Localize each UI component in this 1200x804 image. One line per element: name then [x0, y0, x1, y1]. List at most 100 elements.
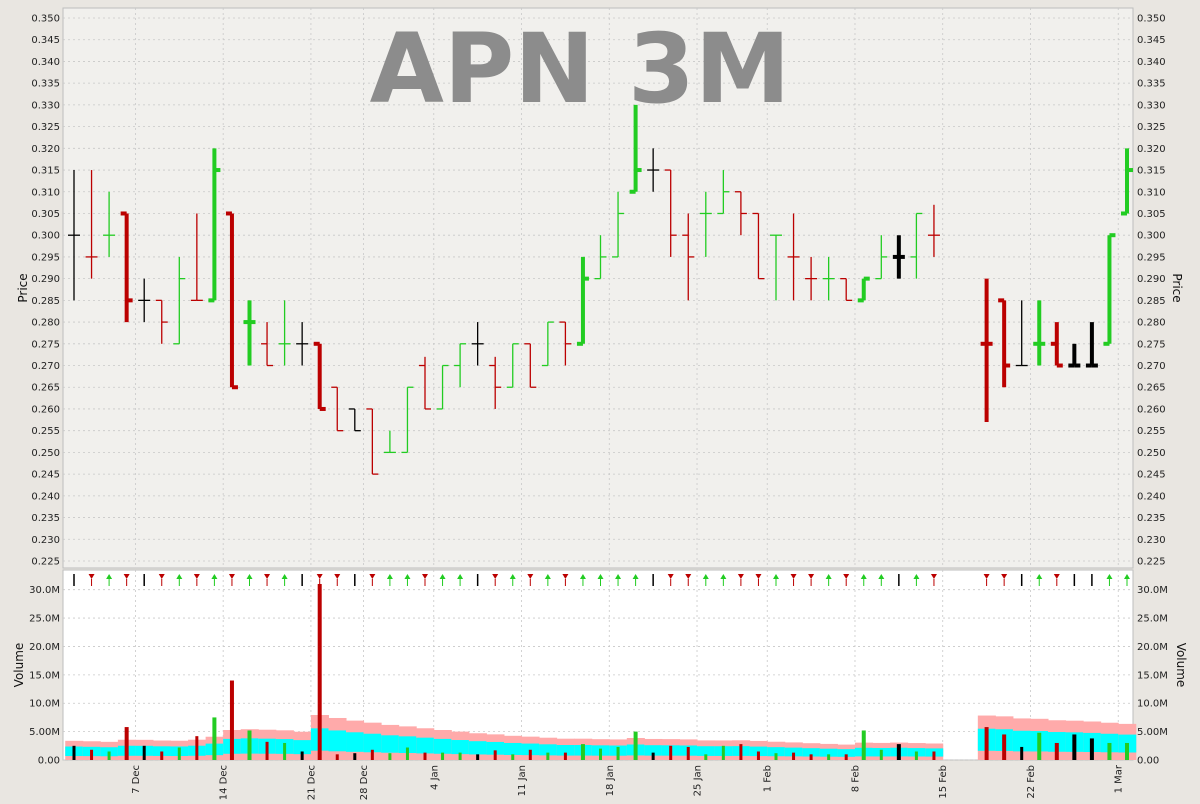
- price-tick-label-left: 0.330: [31, 100, 60, 111]
- signal-marker-down: [790, 574, 797, 579]
- price-tick-label-right: 0.320: [1137, 144, 1166, 155]
- volume-bar: [528, 749, 532, 760]
- volume-band-inner: [521, 743, 540, 756]
- signal-marker-up: [615, 574, 622, 579]
- volume-tick-label-right: 30.0M: [1137, 585, 1168, 596]
- price-tick-label-left: 0.255: [31, 426, 60, 437]
- signal-marker-down: [527, 574, 534, 579]
- signal-marker-up: [1106, 574, 1113, 579]
- signal-marker-down: [667, 574, 674, 579]
- volume-band-inner: [433, 738, 452, 754]
- volume-bar: [353, 753, 357, 760]
- volume-bar: [476, 754, 480, 760]
- price-tick-label-right: 0.250: [1137, 448, 1166, 459]
- price-tick-label-right: 0.325: [1137, 122, 1166, 133]
- signal-marker-down: [88, 574, 95, 579]
- volume-bar: [651, 752, 655, 760]
- signal-marker-up: [579, 574, 586, 579]
- volume-bar: [441, 752, 445, 760]
- price-tick-label-left: 0.305: [31, 209, 60, 220]
- price-tick-label-left: 0.275: [31, 339, 60, 350]
- volume-bar: [546, 752, 550, 760]
- volume-band-inner: [644, 745, 663, 756]
- signal-marker-down: [930, 574, 937, 579]
- volume-tick-label-left: 25.0M: [29, 614, 60, 625]
- signal-marker-up: [720, 574, 727, 579]
- signal-marker-up: [211, 574, 218, 579]
- signal-marker-down: [1001, 574, 1008, 579]
- volume-bar: [984, 727, 989, 760]
- volume-bar: [914, 751, 918, 760]
- volume-bar: [774, 753, 778, 760]
- volume-tick-label-left: 0.00: [38, 756, 60, 767]
- volume-bar: [616, 746, 620, 760]
- volume-bar: [1072, 734, 1077, 760]
- volume-bar: [265, 741, 269, 760]
- price-tick-label-left: 0.250: [31, 448, 60, 459]
- price-tick-label-left: 0.245: [31, 470, 60, 481]
- price-tick-label-right: 0.270: [1137, 361, 1166, 372]
- volume-tick-label-right: 5.00M: [1137, 727, 1168, 738]
- volume-tick-label-left: 5.00M: [29, 727, 60, 738]
- volume-bar: [896, 744, 901, 760]
- volume-bar: [177, 747, 181, 760]
- signal-marker-down: [422, 574, 428, 579]
- volume-bar: [704, 754, 708, 760]
- price-tick-label-left: 0.265: [31, 383, 60, 394]
- signal-marker-down: [755, 574, 762, 579]
- volume-bar: [1089, 738, 1094, 760]
- price-tick-label-right: 0.295: [1137, 252, 1166, 263]
- price-tick-label-right: 0.290: [1137, 274, 1166, 285]
- signal-marker-down: [492, 574, 499, 579]
- price-tick-label-right: 0.235: [1137, 513, 1166, 524]
- volume-band-inner: [539, 744, 558, 756]
- price-bars: [68, 104, 1133, 475]
- volume-bar: [1107, 742, 1112, 760]
- volume-bar: [739, 744, 743, 760]
- volume-bar: [1002, 734, 1007, 760]
- price-tick-label-right: 0.315: [1137, 166, 1166, 177]
- volume-bar: [247, 730, 252, 760]
- x-tick-label: 7 Dec: [131, 765, 142, 794]
- price-tick-label-left: 0.310: [31, 187, 60, 198]
- price-tick-label-left: 0.320: [31, 144, 60, 155]
- price-tick-label-left: 0.280: [31, 318, 60, 329]
- volume-band-inner: [486, 741, 505, 755]
- price-tick-label-right: 0.330: [1137, 100, 1166, 111]
- signal-marker-up: [860, 574, 867, 579]
- x-tick-label: 1 Feb: [763, 765, 774, 792]
- x-tick-label: 18 Jan: [605, 765, 616, 796]
- volume-band-inner: [784, 747, 803, 757]
- volume-band-inner: [416, 737, 435, 754]
- signal-marker-up: [404, 574, 411, 579]
- volume-band-inner: [837, 749, 856, 757]
- volume-tick-label-left: 30.0M: [29, 585, 60, 596]
- x-tick-label: 1 Mar: [1114, 764, 1125, 793]
- signal-marker-up: [457, 574, 464, 579]
- volume-band-inner: [398, 736, 417, 754]
- volume-band-inner: [697, 746, 716, 756]
- signal-marker-up: [246, 574, 253, 579]
- x-tick-label: 25 Jan: [693, 765, 704, 796]
- volume-bar: [932, 751, 936, 760]
- x-tick-label: 28 Dec: [359, 765, 370, 800]
- signal-marker-up: [878, 574, 885, 579]
- price-tick-label-right: 0.225: [1137, 557, 1166, 568]
- volume-bar: [827, 754, 831, 760]
- price-tick-label-right: 0.230: [1137, 535, 1166, 546]
- price-tick-label-right: 0.265: [1137, 383, 1166, 394]
- signal-marker-up: [632, 574, 639, 579]
- volume-bar: [580, 744, 585, 760]
- volume-band-inner: [381, 735, 400, 753]
- volume-band-inner: [451, 740, 470, 755]
- volume-bar: [599, 748, 602, 760]
- x-tick-label: 21 Dec: [306, 765, 317, 800]
- volume-bar: [300, 751, 304, 760]
- volume-panel: [62, 569, 1134, 761]
- price-tick-label-right: 0.305: [1137, 209, 1166, 220]
- price-tick-label-left: 0.340: [31, 57, 60, 68]
- volume-bar: [335, 754, 339, 760]
- volume-bar: [669, 745, 673, 760]
- volume-band-inner: [1012, 730, 1031, 752]
